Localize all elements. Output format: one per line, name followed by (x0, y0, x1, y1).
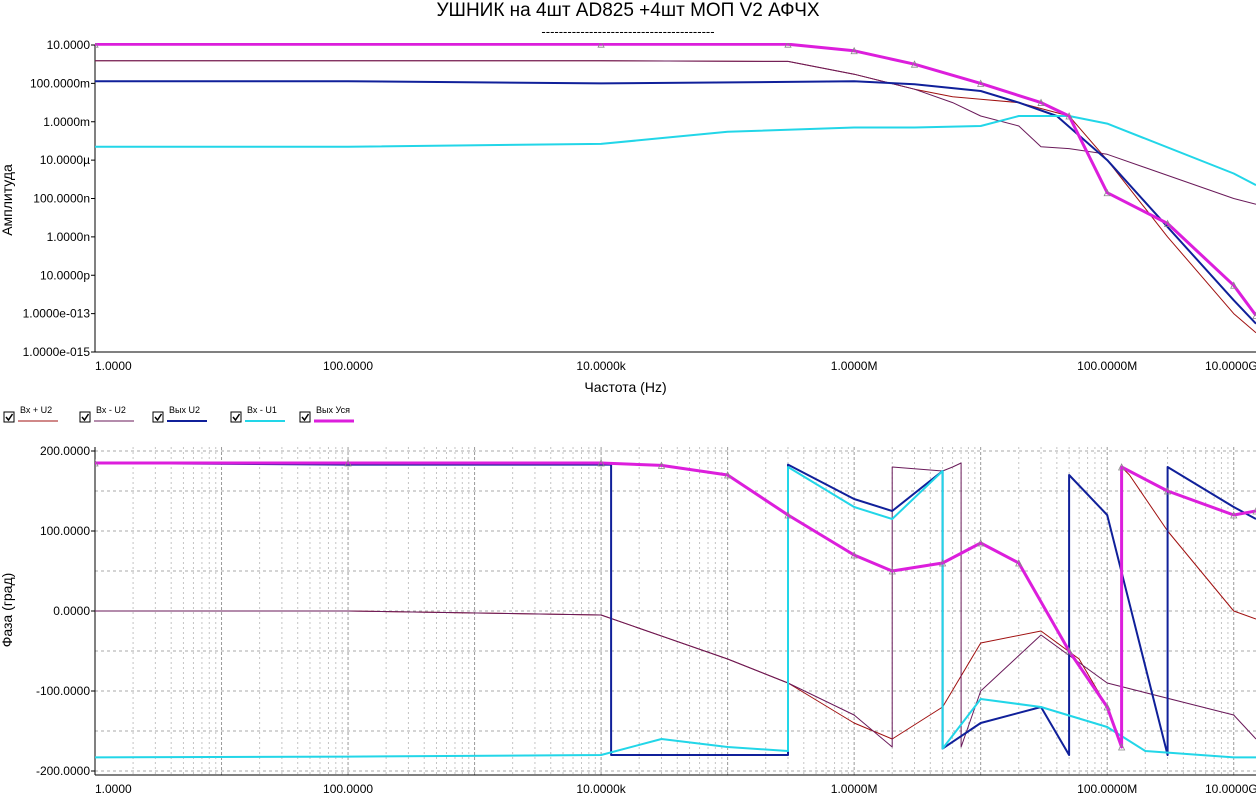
y-tick-label: 0.0000 (53, 604, 90, 618)
legend-label: Вх + U2 (20, 405, 52, 415)
x-tick-label: 10.0000G (1205, 359, 1256, 373)
series-line (95, 462, 1256, 748)
series-line (95, 60, 1256, 334)
series-marker (1037, 98, 1045, 106)
legend-checkbox[interactable] (3, 411, 15, 423)
x-tick-label: 10.0000k (576, 359, 626, 373)
series-marker (1163, 219, 1172, 227)
series-line (95, 466, 1256, 759)
y-tick-label: -100.0000 (36, 684, 90, 698)
series-marker (597, 43, 605, 48)
series-line (95, 43, 1256, 317)
series-marker (850, 551, 858, 559)
legend-label: Вых Уся (316, 405, 350, 415)
legend-check-icon (81, 413, 90, 422)
x-tick-label: 1.0000 (95, 782, 132, 796)
y-tick-label: 100.0000n (33, 192, 90, 206)
series-marker (938, 559, 947, 567)
legend-check-icon (232, 413, 241, 422)
page-subtitle: ---------------------------------------- (541, 24, 715, 39)
y-tick-label: 10.0000p (40, 268, 90, 282)
x-tick-label: 100.0000M (1077, 359, 1137, 373)
y-axis-label: Фаза (град) (0, 573, 15, 648)
series-marker (95, 459, 99, 467)
x-tick-label: 1.0000M (831, 782, 878, 796)
series-line (95, 461, 1256, 749)
y-tick-label: -200.0000 (36, 764, 90, 778)
y-tick-label: 10.0000 (47, 38, 91, 52)
x-tick-label: 100.0000M (1077, 782, 1137, 796)
y-axis-label: Амплитуда (0, 164, 15, 236)
y-tick-label: 10.0000µ (40, 153, 90, 167)
series-marker (344, 459, 352, 467)
y-tick-label: 1.0000e-013 (23, 307, 91, 321)
series-line (95, 60, 1256, 205)
legend-label: Вх - U1 (247, 405, 277, 415)
series-marker (723, 471, 732, 479)
x-tick-label: 10.0000k (576, 782, 626, 796)
series-marker (1230, 511, 1238, 519)
series-group (95, 43, 1256, 334)
legend-check-icon (154, 413, 163, 422)
series-marker (1230, 281, 1238, 289)
y-tick-label: 1.0000e-015 (23, 345, 91, 359)
series-marker (1163, 487, 1172, 495)
series-line (95, 80, 1256, 325)
series-marker (784, 43, 792, 48)
legend-label: Вх - U2 (96, 405, 126, 415)
series-marker (784, 511, 792, 519)
series-marker (657, 461, 666, 469)
x-tick-label: 10.0000G (1205, 782, 1256, 796)
series-marker (977, 79, 985, 87)
page-title: УШНИК на 4шт AD825 +4шт МОП V2 АФЧХ (436, 0, 820, 21)
x-tick-label: 1.0000M (831, 359, 878, 373)
series-marker (977, 539, 985, 547)
series-marker (1252, 311, 1256, 319)
series-line (95, 115, 1256, 186)
legend-check-icon (301, 413, 310, 422)
series-marker (850, 46, 858, 55)
series-line (95, 466, 1256, 748)
x-tick-label: 1.0000 (95, 359, 132, 373)
phase-plot: 1.0000 100.0000 10.0000k 1.0000M 100.0000M 10… (0, 444, 1256, 796)
series-marker (1065, 112, 1073, 120)
series-marker (1117, 463, 1126, 471)
series-marker (888, 567, 896, 575)
series-marker (597, 459, 605, 467)
legend-label: Вых U2 (169, 405, 200, 415)
y-tick-label: 100.0000 (40, 524, 90, 538)
series-marker (1252, 507, 1256, 515)
x-tick-label: 100.0000 (323, 359, 373, 373)
y-tick-label: 100.0000m (30, 76, 90, 90)
legend-checkbox[interactable] (299, 411, 311, 423)
series-marker (1103, 703, 1111, 711)
legend-checkbox[interactable] (152, 411, 164, 423)
x-tick-label: 100.0000 (323, 782, 373, 796)
legend-checkbox[interactable] (79, 411, 91, 423)
series-group (95, 459, 1256, 759)
series-marker (910, 60, 919, 68)
series-marker (1117, 743, 1126, 751)
series-marker (1065, 647, 1073, 655)
legend-check-icon (5, 413, 14, 422)
x-axis-label: Частота (Hz) (584, 379, 666, 395)
series-marker (1015, 559, 1023, 567)
series-line (95, 462, 1256, 756)
amplitude-plot: 1.0000 100.0000 10.0000k 1.0000M 100.0000M 10… (0, 38, 1256, 395)
series-marker (1103, 188, 1111, 197)
y-tick-label: 1.0000m (43, 115, 90, 129)
y-tick-label: 200.0000 (40, 444, 90, 458)
y-tick-label: 1.0000n (47, 230, 90, 244)
series-marker (95, 43, 99, 48)
legend-checkbox[interactable] (230, 411, 242, 423)
legend: Вх + U2 Вх - U2 Вых U2 Вх - U1 Вых Уся (3, 405, 354, 423)
